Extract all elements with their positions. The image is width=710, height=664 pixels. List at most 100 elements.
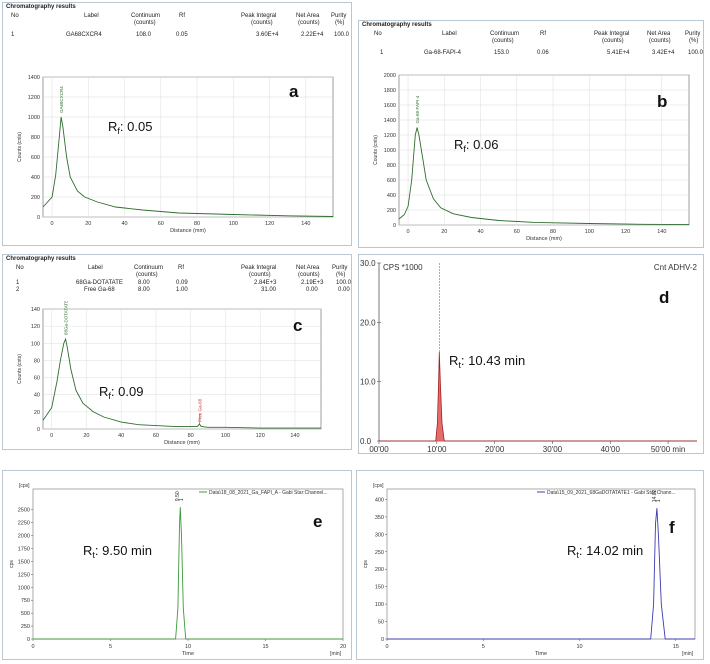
header-purity-unit: (%) [336, 272, 346, 278]
row-no: 1 [11, 32, 15, 38]
results-table-a: Chromatography results No Label Continuu… [6, 4, 349, 52]
panel-letter: a [289, 82, 299, 101]
peak-mark: 1 [179, 498, 185, 501]
x-axis-label: Time [182, 651, 194, 657]
header-continuum-unit: (counts) [136, 272, 158, 278]
row-label: Ga-68-FAPI-4 [424, 50, 462, 56]
row-purity: 100.0 [688, 50, 704, 56]
x-tick-label: 30'00 [543, 445, 563, 454]
y-tick-label: 0 [27, 637, 30, 643]
peak-label: 14.02 [652, 489, 658, 502]
row-net: 3.42E+4 [652, 50, 675, 56]
x-tick-label: 0 [50, 433, 53, 439]
x-tick-label: 20 [83, 433, 89, 439]
results-table-b: Chromatography results No Label Continuu… [362, 22, 704, 67]
table-title: Chromatography results [362, 22, 432, 28]
y-tick-label: 1200 [384, 133, 396, 139]
y-tick-label: 0 [381, 637, 384, 643]
peak-label: Ga-68-FAPI-4 [415, 95, 420, 123]
row-rf: 1.00 [176, 287, 188, 293]
chart-f: 0 50 100 150 200 250 300 350 400 0 5 10 15 Time cps [cp… [363, 483, 696, 657]
x-tick-label: 120 [265, 221, 274, 227]
y-axis-label: CPS *1000 [383, 263, 423, 272]
header-continuum: Continuum [490, 31, 520, 37]
row-label: GA68CXCR4 [66, 32, 102, 38]
plot-area [42, 308, 322, 430]
x-tick-label: 40 [118, 433, 124, 439]
x-tick-label: 0 [385, 644, 388, 650]
series-line [398, 127, 690, 226]
x-tick-label: 60 [158, 221, 164, 227]
panel-letter: e [313, 512, 322, 531]
row-net: 0.00 [306, 287, 318, 293]
row-no: 1 [16, 280, 20, 286]
header-net-unit: (counts) [649, 38, 671, 44]
peak-area [379, 352, 697, 441]
y-tick-label: 140 [31, 307, 40, 313]
y-tick-label: 350 [375, 515, 384, 521]
x-axis-label: Time [535, 651, 547, 657]
row-peak: 31.00 [261, 287, 277, 293]
x-tick-label: 80 [550, 229, 556, 235]
plot-area [32, 488, 344, 640]
header-peak-unit: (counts) [602, 38, 624, 44]
chart-e: 0 250 500 750 1000 1250 1500 1750 2000 2250 2500 0 5… [9, 483, 346, 657]
y-tick-label: 0.0 [360, 437, 372, 446]
y-unit-label: [cps] [373, 483, 384, 489]
y-tick-label: 0 [37, 215, 40, 221]
header-net-unit: (counts) [298, 272, 320, 278]
y-tick-label: 250 [21, 624, 30, 630]
series-line [379, 351, 697, 442]
y-tick-label: 1500 [18, 559, 30, 565]
y-tick-label: 400 [375, 497, 384, 503]
header-net: Net Area [296, 13, 320, 19]
y-tick-label: 2000 [384, 73, 396, 79]
row-continuum: 8.00 [138, 287, 150, 293]
x-tick-label: 10 [576, 644, 582, 650]
y-tick-label: 100 [31, 341, 40, 347]
x-tick-label: 15 [673, 644, 679, 650]
header-purity: Purity [685, 31, 701, 37]
panel-letter: c [293, 316, 302, 335]
header-purity-unit: (%) [689, 38, 699, 44]
peak2-label: Free Ga-68 [197, 398, 202, 422]
header-peak-unit: (counts) [251, 20, 273, 26]
y-tick-label: 2000 [18, 534, 30, 540]
panel-letter: f [669, 518, 675, 537]
table-title: Chromatography results [6, 4, 76, 10]
peak-mark: 1 [656, 499, 662, 502]
y-tick-label: 1600 [384, 103, 396, 109]
header-label: Label [442, 31, 457, 37]
results-table-c: Chromatography results No Label Continuu… [6, 256, 351, 301]
row-continuum: 8.00 [138, 280, 150, 286]
x-tick-label: 20 [441, 229, 447, 235]
x-tick-label: 40 [478, 229, 484, 235]
x-tick-label: 140 [301, 221, 310, 227]
row-net: 2.22E+4 [301, 32, 324, 38]
x-tick-label: 100 [221, 433, 230, 439]
x-tick-label: 140 [290, 433, 299, 439]
y-tick-label: 1800 [384, 88, 396, 94]
x-tick-label: 80 [188, 433, 194, 439]
row-purity: 0.00 [338, 287, 350, 293]
header-rf: Rf [179, 13, 185, 19]
header-continuum-unit: (counts) [492, 38, 514, 44]
plot-area [386, 488, 696, 640]
y-tick-label: 800 [31, 135, 40, 141]
y-tick-label: 30.0 [360, 259, 376, 268]
x-tick-label: 100 [585, 229, 594, 235]
header-label: Label [84, 13, 99, 19]
panel-d: 0.0 10.0 20.0 30.0 00'00 10'00 20'00 30'00 40'00… [358, 254, 704, 454]
panel-letter: b [657, 92, 667, 111]
retention-annotation: Rt: 9.50 min [83, 543, 152, 560]
y-tick-label: 0 [393, 223, 396, 229]
x-axis-label: Distance (mm) [164, 440, 200, 446]
panel-f: 0 50 100 150 200 250 300 350 400 0 5 10 15 Time cps [cp… [356, 470, 704, 660]
legend-label: Data\18_08_2021_Ga_FAPI_A - Gabi Star:Ch… [209, 490, 327, 496]
y-tick-label: 1000 [28, 115, 40, 121]
x-tick-label: 20 [340, 644, 346, 650]
x-tick-label: 80 [194, 221, 200, 227]
y-tick-label: 1000 [18, 585, 30, 591]
row-rf: 0.09 [176, 280, 188, 286]
x-tick-label: 15 [262, 644, 268, 650]
